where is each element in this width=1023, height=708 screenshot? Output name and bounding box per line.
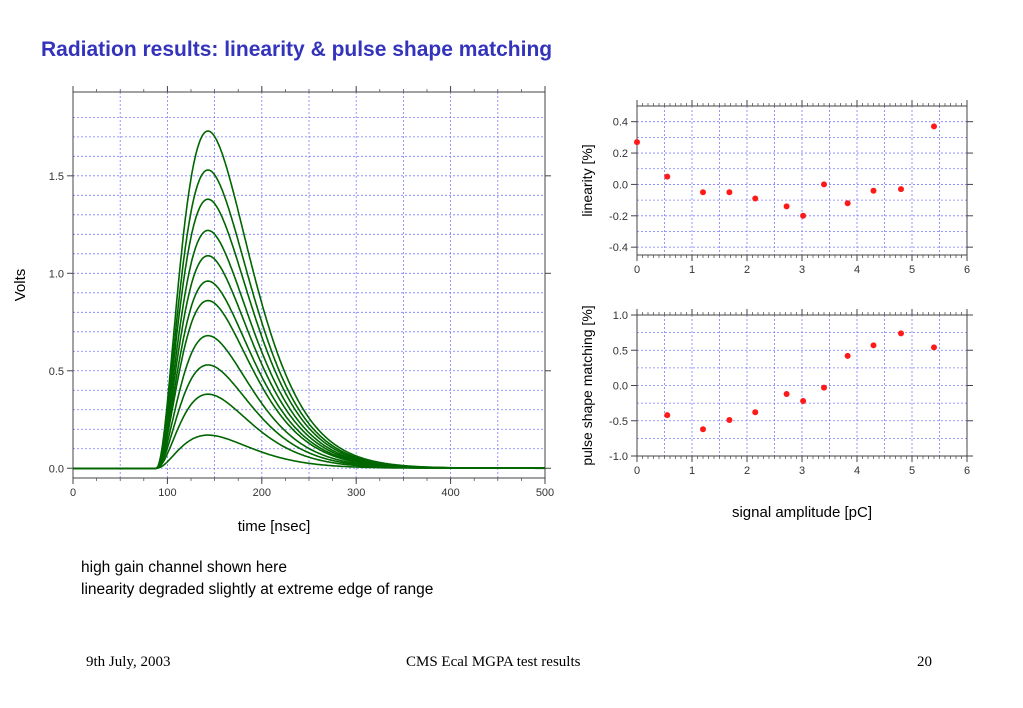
x-tick-label: 3 — [799, 264, 805, 276]
plot-frame — [636, 105, 968, 256]
y-tick-label: 1.5 — [49, 171, 64, 183]
y-tick-label: 0.0 — [613, 179, 628, 191]
y-axis-label: linearity [%] — [579, 144, 595, 216]
x-tick-label: 500 — [536, 487, 554, 499]
y-axis-label: pulse shape matching [%] — [579, 305, 595, 465]
x-tick-label: 200 — [253, 487, 271, 499]
linearity-point — [664, 173, 671, 180]
footer-title: CMS Ecal MGPA test results — [406, 654, 581, 670]
x-tick-label: 2 — [744, 465, 750, 477]
psm-point — [844, 352, 851, 359]
y-axis-label: Volts — [12, 269, 29, 302]
x-tick-label: 4 — [854, 465, 860, 477]
linearity-point — [634, 139, 640, 146]
linearity-point — [726, 189, 733, 196]
psm-point — [898, 330, 904, 337]
psm-point — [821, 384, 827, 391]
x-tick-label: 2 — [744, 264, 750, 276]
linearity-point — [800, 212, 807, 219]
x-tick-label: 0 — [634, 465, 640, 477]
pulse-shape-chart: 0 100 200 300 400 500 0.0 0.5 1.0 1.5 time [nsec] V… — [12, 86, 554, 535]
x-tick-label: 4 — [854, 264, 860, 276]
x-tick-label: 6 — [964, 264, 970, 276]
psm-point — [783, 390, 790, 397]
footer-date: 9th July, 2003 — [86, 654, 171, 670]
y-tick-label: -0.5 — [609, 416, 628, 428]
y-tick-label: 1.0 — [613, 310, 628, 322]
x-tick-label: 3 — [799, 465, 805, 477]
linearity-point — [821, 181, 827, 188]
note-line: high gain channel shown here — [81, 559, 287, 576]
linearity-point — [898, 186, 904, 193]
x-tick-label: 1 — [689, 264, 695, 276]
y-tick-label: -1.0 — [609, 451, 628, 463]
x-tick-label: 300 — [347, 487, 365, 499]
pulse-shape-matching-chart: 0 1 2 3 4 5 6 -1.0 -0.5 0.0 0.5 1.0 signal amplitude… — [579, 305, 973, 521]
y-tick-label: -0.2 — [609, 211, 628, 223]
psm-point — [752, 409, 759, 416]
x-tick-label: 5 — [909, 465, 915, 477]
x-tick-label: 5 — [909, 264, 915, 276]
psm-point — [700, 426, 706, 433]
y-tick-label: 1.0 — [49, 268, 64, 280]
y-tick-label: -0.4 — [609, 242, 628, 254]
psm-point — [931, 344, 937, 351]
psm-point — [664, 412, 671, 419]
x-tick-label: 0 — [70, 487, 76, 499]
x-tick-label: 0 — [634, 264, 640, 276]
x-tick-label: 6 — [964, 465, 970, 477]
y-tick-label: 0.0 — [49, 463, 64, 475]
y-tick-label: 0.5 — [613, 345, 628, 357]
x-axis-label: signal amplitude [pC] — [732, 504, 872, 521]
y-tick-label: 0.2 — [613, 148, 628, 160]
x-tick-label: 1 — [689, 465, 695, 477]
psm-point — [800, 398, 807, 405]
linearity-point — [783, 203, 790, 210]
linearity-point — [931, 123, 937, 130]
linearity-point — [700, 189, 706, 196]
notes: high gain channel shown here linearity d… — [81, 557, 433, 601]
y-tick-label: 0.5 — [49, 366, 64, 378]
linearity-point — [844, 200, 851, 207]
linearity-point — [752, 195, 759, 202]
y-tick-label: 0.0 — [613, 381, 628, 393]
psm-point — [726, 417, 733, 424]
x-tick-label: 400 — [441, 487, 459, 499]
linearity-point — [870, 187, 877, 194]
x-tick-label: 100 — [158, 487, 176, 499]
y-tick-label: 0.4 — [613, 117, 628, 129]
psm-point — [870, 342, 877, 349]
note-line: linearity degraded slightly at extreme e… — [81, 581, 434, 598]
page-number: 20 — [917, 654, 932, 670]
pulse-series-11 — [73, 434, 545, 470]
x-axis-label: time [nsec] — [238, 518, 311, 535]
slide-title: Radiation results: linearity & pulse sha… — [41, 38, 553, 61]
pulse-series-5 — [73, 255, 545, 470]
linearity-chart: 0 1 2 3 4 5 6 -0.4 -0.2 0.0 0.2 0.4 linearity [%] — [579, 100, 973, 276]
